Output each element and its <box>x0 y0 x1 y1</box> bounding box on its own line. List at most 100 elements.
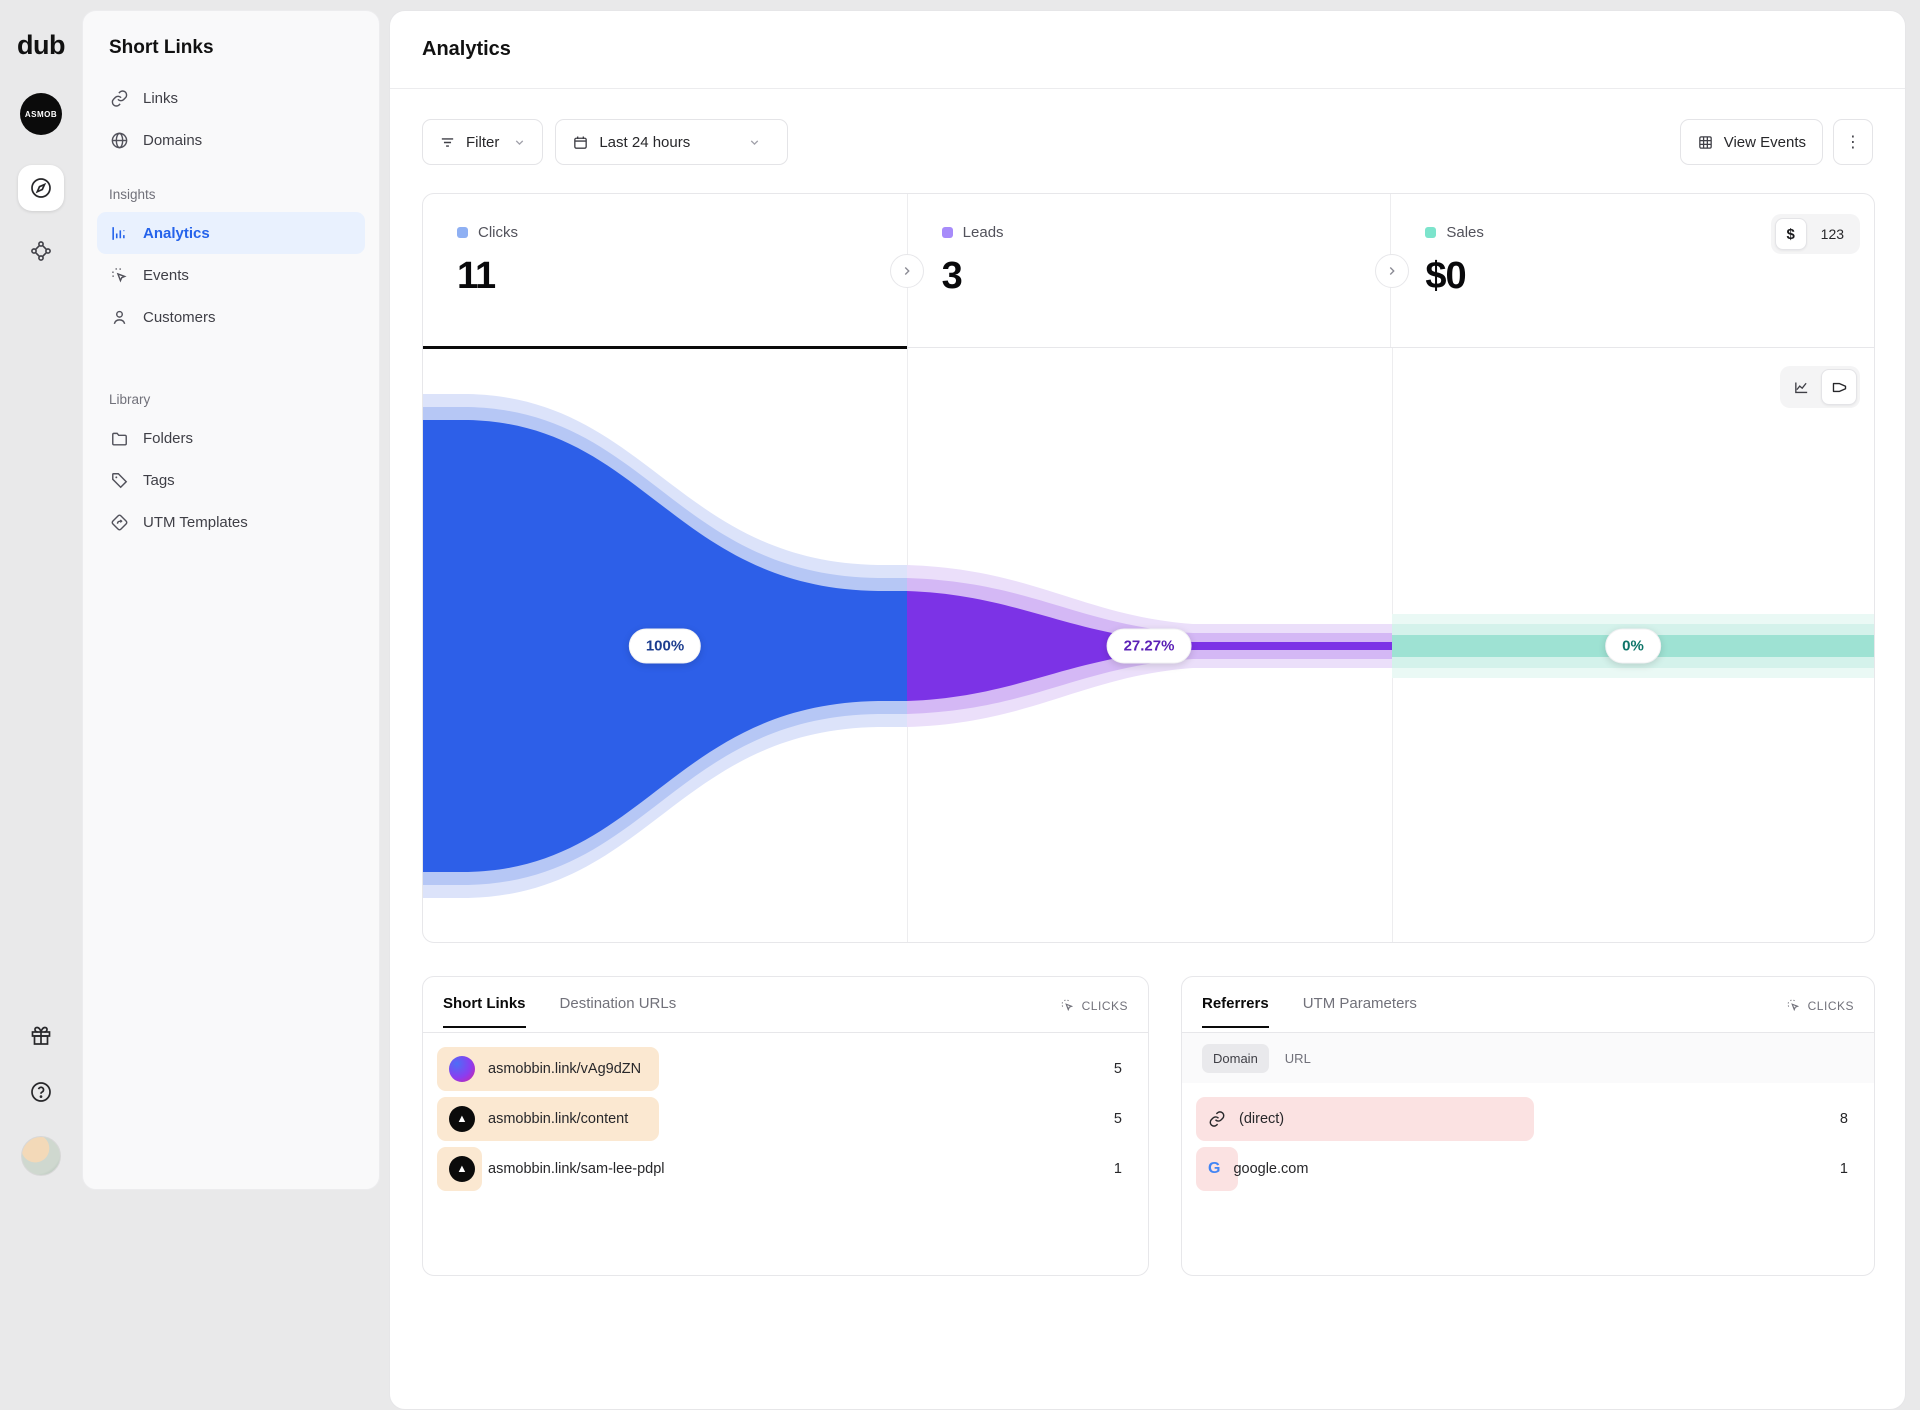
sidebar-item-label: Analytics <box>143 224 210 242</box>
sales-count-toggle[interactable]: 123 <box>1820 226 1845 242</box>
chevron-down-icon <box>748 136 761 149</box>
sidebar-item-folders[interactable]: Folders <box>97 417 365 459</box>
view-events-button[interactable]: View Events <box>1679 119 1823 165</box>
leads-marker <box>941 227 953 238</box>
stat-label: Clicks <box>478 224 518 241</box>
short-links-panel: Short Links Destination URLs CLICKS asmo… <box>422 976 1149 1276</box>
sidebar-section-library: Library <box>109 392 151 407</box>
utm-diamond-icon <box>109 513 129 532</box>
sidebar-item-label: Folders <box>143 429 194 447</box>
cursor-click-icon <box>1060 998 1075 1013</box>
cursor-click-icon <box>1786 998 1801 1013</box>
metric-selector[interactable]: CLICKS <box>1786 995 1854 1013</box>
sidebar-item-customers[interactable]: Customers <box>97 296 365 338</box>
tab-short-links[interactable]: Short Links <box>443 995 526 1028</box>
sidebar-item-utm-templates[interactable]: UTM Templates <box>97 501 365 543</box>
sidebar-item-tags[interactable]: Tags <box>97 459 365 501</box>
link-avatar: ▲ <box>449 1156 475 1182</box>
filter-icon <box>439 134 456 151</box>
list-item[interactable]: ▲ asmobbin.link/sam-lee-pdpl 1 <box>437 1147 1134 1191</box>
tab-utm-parameters[interactable]: UTM Parameters <box>1302 995 1417 1012</box>
globe-icon <box>109 131 129 150</box>
sidebar-item-label: Domains <box>143 131 203 149</box>
filter-button-label: Filter <box>466 133 500 151</box>
expand-clicks-button[interactable] <box>890 254 924 288</box>
help-icon[interactable] <box>29 1080 53 1104</box>
compass-nav-tile[interactable] <box>18 165 64 211</box>
list-item[interactable]: (direct) 8 <box>1196 1097 1860 1141</box>
link-icon <box>1208 1110 1226 1128</box>
clicks-value: 11 <box>457 255 496 297</box>
user-icon <box>109 308 129 327</box>
tab-destination-urls[interactable]: Destination URLs <box>559 995 677 1012</box>
tab-referrers[interactable]: Referrers <box>1202 995 1269 1028</box>
tag-icon <box>109 471 129 490</box>
kebab-icon: ⋮ <box>1845 134 1861 151</box>
item-value: 1 <box>1113 1161 1122 1177</box>
list-item[interactable]: ▲ asmobbin.link/content 5 <box>437 1097 1134 1141</box>
value-bar <box>1196 1097 1534 1141</box>
short-links-rows: asmobbin.link/vAg9dZN 5 ▲ asmobbin.link/con… <box>423 1033 1148 1191</box>
user-avatar[interactable] <box>21 1136 61 1176</box>
item-label: (direct) <box>1239 1111 1285 1127</box>
clicks-marker <box>457 227 468 238</box>
value-bar <box>1196 1147 1239 1191</box>
list-item[interactable]: asmobbin.link/vAg9dZN 5 <box>437 1047 1134 1091</box>
chart-type-toggle <box>1780 366 1860 408</box>
sidebar-item-label: Customers <box>143 308 216 326</box>
stat-label: Leads <box>962 224 1004 241</box>
clicks-percent-label: 100% <box>628 628 702 664</box>
sidebar-item-label: Events <box>143 266 189 284</box>
sidebar-title: Short Links <box>109 37 214 58</box>
filter-url-button[interactable]: URL <box>1284 1050 1311 1066</box>
item-value: 5 <box>1113 1061 1122 1077</box>
calendar-icon <box>572 134 589 151</box>
page-title: Analytics <box>422 38 511 60</box>
sidebar-item-domains[interactable]: Domains <box>97 119 365 161</box>
link-icon <box>109 89 129 108</box>
stat-clicks[interactable]: Clicks 11 <box>423 194 907 349</box>
referrers-panel: Referrers UTM Parameters CLICKS Domain U… <box>1181 976 1875 1276</box>
integrations-nav[interactable] <box>29 239 53 263</box>
more-options-button[interactable]: ⋮ <box>1833 119 1873 165</box>
date-range-button[interactable]: Last 24 hours <box>555 119 789 165</box>
link-avatar: ▲ <box>449 1106 475 1132</box>
sidebar-item-analytics[interactable]: Analytics <box>97 212 365 254</box>
workspace-avatar[interactable]: ASMOB <box>20 93 62 135</box>
sidebar-item-events[interactable]: Events <box>97 254 365 296</box>
metric-selector[interactable]: CLICKS <box>1060 995 1128 1013</box>
main-content: Analytics Filter Last 24 hours <box>389 10 1906 1410</box>
sales-amount-toggle[interactable]: $ <box>1774 218 1807 250</box>
funnel-chart-toggle[interactable] <box>1821 369 1857 405</box>
stat-label: Sales <box>1446 224 1484 241</box>
icon-rail: dub ASMOB <box>0 0 82 1200</box>
funnel-chart: 100% 27.27% 0% <box>423 348 1874 942</box>
stat-sales[interactable]: Sales $0 $ 123 <box>1390 194 1874 347</box>
cursor-click-icon <box>109 266 129 285</box>
date-range-value: Last 24 hours <box>599 133 691 151</box>
item-label: google.com <box>1233 1161 1309 1177</box>
filter-button[interactable]: Filter <box>422 119 544 165</box>
sidebar-item-links[interactable]: Links <box>97 77 365 119</box>
sales-value: $0 <box>1425 255 1466 297</box>
dub-logo[interactable]: dub <box>17 30 65 60</box>
sales-marker <box>1425 227 1437 238</box>
item-label: asmobbin.link/vAg9dZN <box>488 1061 642 1077</box>
link-avatar <box>449 1056 475 1082</box>
item-value: 1 <box>1839 1161 1848 1177</box>
line-chart-toggle[interactable] <box>1783 369 1819 405</box>
google-favicon: G <box>1208 1160 1221 1177</box>
stat-leads[interactable]: Leads 3 <box>906 194 1391 347</box>
stats-row: Clicks 11 Leads 3 Sales $0 $ <box>423 194 1874 349</box>
sidebar-section-insights: Insights <box>109 187 156 202</box>
expand-leads-button[interactable] <box>1375 254 1409 288</box>
analytics-toolbar: Filter Last 24 hours View Events ⋮ <box>422 119 1873 165</box>
sidebar-item-label: Tags <box>143 471 175 489</box>
view-events-label: View Events <box>1723 133 1806 151</box>
gift-icon[interactable] <box>29 1024 53 1048</box>
active-stat-underline <box>423 346 907 349</box>
sales-percent-label: 0% <box>1605 628 1661 664</box>
filter-domain-button[interactable]: Domain <box>1202 1043 1269 1073</box>
